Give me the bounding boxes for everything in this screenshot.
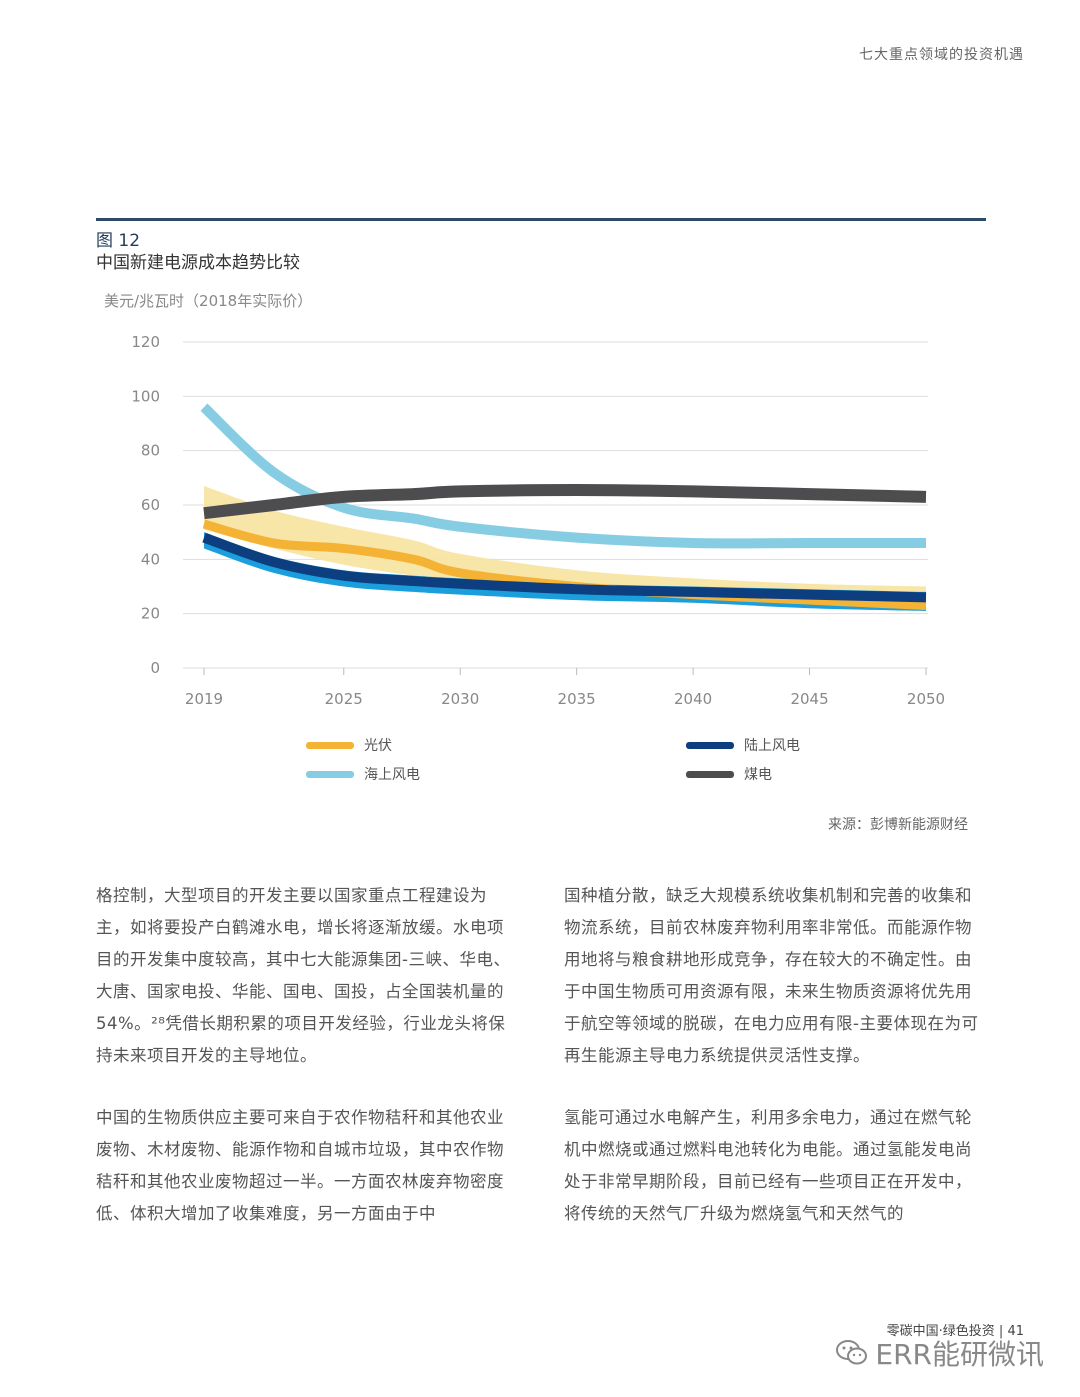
y-axis-unit: 美元/兆瓦时（2018年实际价） bbox=[104, 292, 313, 310]
paragraph: 格控制，大型项目的开发主要以国家重点工程建设为主，如将要投产白鹤滩水电，增长将逐… bbox=[96, 886, 511, 1065]
x-axis-ticks: 2019 2025 2030 2035 2040 2045 2050 bbox=[185, 668, 945, 708]
x-tick-label: 2030 bbox=[441, 690, 479, 708]
legend-item-offshore: 海上风电 bbox=[306, 764, 420, 784]
y-tick-label: 120 bbox=[131, 333, 160, 351]
figure-title: 中国新建电源成本趋势比较 bbox=[96, 253, 300, 273]
legend-item-pv: 光伏 bbox=[306, 735, 392, 755]
series-line-coal bbox=[203, 484, 927, 520]
paragraph: 国种植分散，缺乏大规模系统收集机制和完善的收集和物流系统，目前农林废弃物利用率非… bbox=[564, 886, 979, 1065]
body-column-right: 国种植分散，缺乏大规模系统收集机制和完善的收集和物流系统，目前农林废弃物利用率非… bbox=[564, 880, 984, 1260]
x-tick-label: 2040 bbox=[674, 690, 712, 708]
x-tick-label: 2025 bbox=[325, 690, 363, 708]
legend-swatch-onshore bbox=[686, 741, 734, 749]
paragraph: 氢能可通过水电解产生，利用多余电力，通过在燃气轮机中燃烧或通过燃料电池转化为电能… bbox=[564, 1108, 972, 1223]
y-axis-ticks: 0 20 40 60 80 100 120 bbox=[131, 333, 160, 677]
y-tick-label: 60 bbox=[141, 496, 160, 514]
legend-label-coal: 煤电 bbox=[744, 767, 772, 783]
legend-label-onshore: 陆上风电 bbox=[744, 738, 800, 754]
y-tick-label: 80 bbox=[141, 442, 160, 460]
figure-number: 图 12 bbox=[96, 231, 141, 251]
section-header: 七大重点领域的投资机遇 bbox=[859, 47, 1024, 63]
figure-source: 来源：彭博新能源财经 bbox=[828, 817, 968, 833]
legend-swatch-offshore bbox=[306, 770, 354, 778]
figure-top-rule bbox=[96, 218, 986, 221]
wechat-icon bbox=[836, 1340, 868, 1365]
legend-label-pv: 光伏 bbox=[364, 738, 392, 754]
page-footer: 零碳中国·绿色投资 | 41 bbox=[886, 1324, 1024, 1339]
watermark-text: ERR能研微讯 bbox=[875, 1338, 1044, 1371]
legend-swatch-pv bbox=[306, 741, 354, 749]
y-tick-label: 0 bbox=[150, 659, 160, 677]
y-tick-label: 100 bbox=[131, 387, 160, 405]
chart-lines bbox=[200, 403, 927, 611]
x-tick-label: 2035 bbox=[558, 690, 596, 708]
y-tick-label: 20 bbox=[141, 605, 160, 623]
y-tick-label: 40 bbox=[141, 550, 160, 568]
series-line-onshore bbox=[202, 532, 927, 603]
series-line-pv bbox=[202, 519, 927, 611]
paragraph: 中国的生物质供应主要可来自于农作物秸秆和其他农业废物、木材废物、能源作物和自城市… bbox=[96, 1108, 504, 1223]
legend-swatch-coal bbox=[686, 770, 734, 778]
legend-item-coal: 煤电 bbox=[686, 764, 772, 784]
legend-label-offshore: 海上风电 bbox=[364, 767, 420, 783]
series-line-offshore bbox=[200, 403, 926, 549]
x-tick-label: 2019 bbox=[185, 690, 223, 708]
legend-item-onshore: 陆上风电 bbox=[686, 735, 800, 755]
chart-grid bbox=[183, 341, 928, 669]
x-tick-label: 2050 bbox=[907, 690, 945, 708]
x-tick-label: 2045 bbox=[790, 690, 828, 708]
watermark: ERR能研微讯 bbox=[835, 1333, 1044, 1373]
band-pv bbox=[204, 485, 926, 598]
body-column-left: 格控制，大型项目的开发主要以国家重点工程建设为主，如将要投产白鹤滩水电，增长将逐… bbox=[96, 880, 516, 1260]
